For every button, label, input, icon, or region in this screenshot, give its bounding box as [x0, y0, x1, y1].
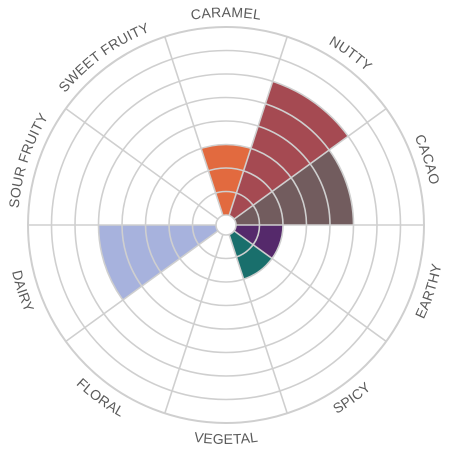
grid-spoke [233, 107, 387, 220]
grid-spoke [164, 234, 224, 414]
label-earthy: EARTHY [412, 262, 445, 321]
label-sweet-fruity: SWEET FRUITY [55, 19, 152, 95]
bar-dairy [98, 225, 218, 300]
label-vegetal: VEGETAL [193, 429, 259, 447]
bar-caramel [201, 144, 251, 216]
bar-nutty [229, 81, 349, 220]
grid-spoke [65, 230, 219, 343]
label-spicy: SPICY [330, 379, 374, 417]
label-sour-fruity: SOUR FRUITY [6, 110, 52, 209]
grid-ring [215, 214, 237, 236]
sector-layer [98, 81, 354, 300]
grid-spoke [233, 230, 387, 343]
grid-spoke [164, 36, 224, 216]
grid-layer [27, 26, 425, 424]
grid-spoke [228, 234, 288, 414]
label-caramel: CARAMEL [190, 4, 263, 23]
label-cacao: CACAO [412, 132, 443, 186]
bar-cacao [234, 150, 354, 225]
grid-spoke [65, 107, 219, 220]
grid-spoke [228, 36, 288, 216]
label-dairy: DAIRY [9, 269, 38, 315]
label-nutty: NUTTY [327, 33, 376, 75]
bar-earthy [234, 225, 283, 259]
label-floral: FLORAL [74, 375, 127, 420]
